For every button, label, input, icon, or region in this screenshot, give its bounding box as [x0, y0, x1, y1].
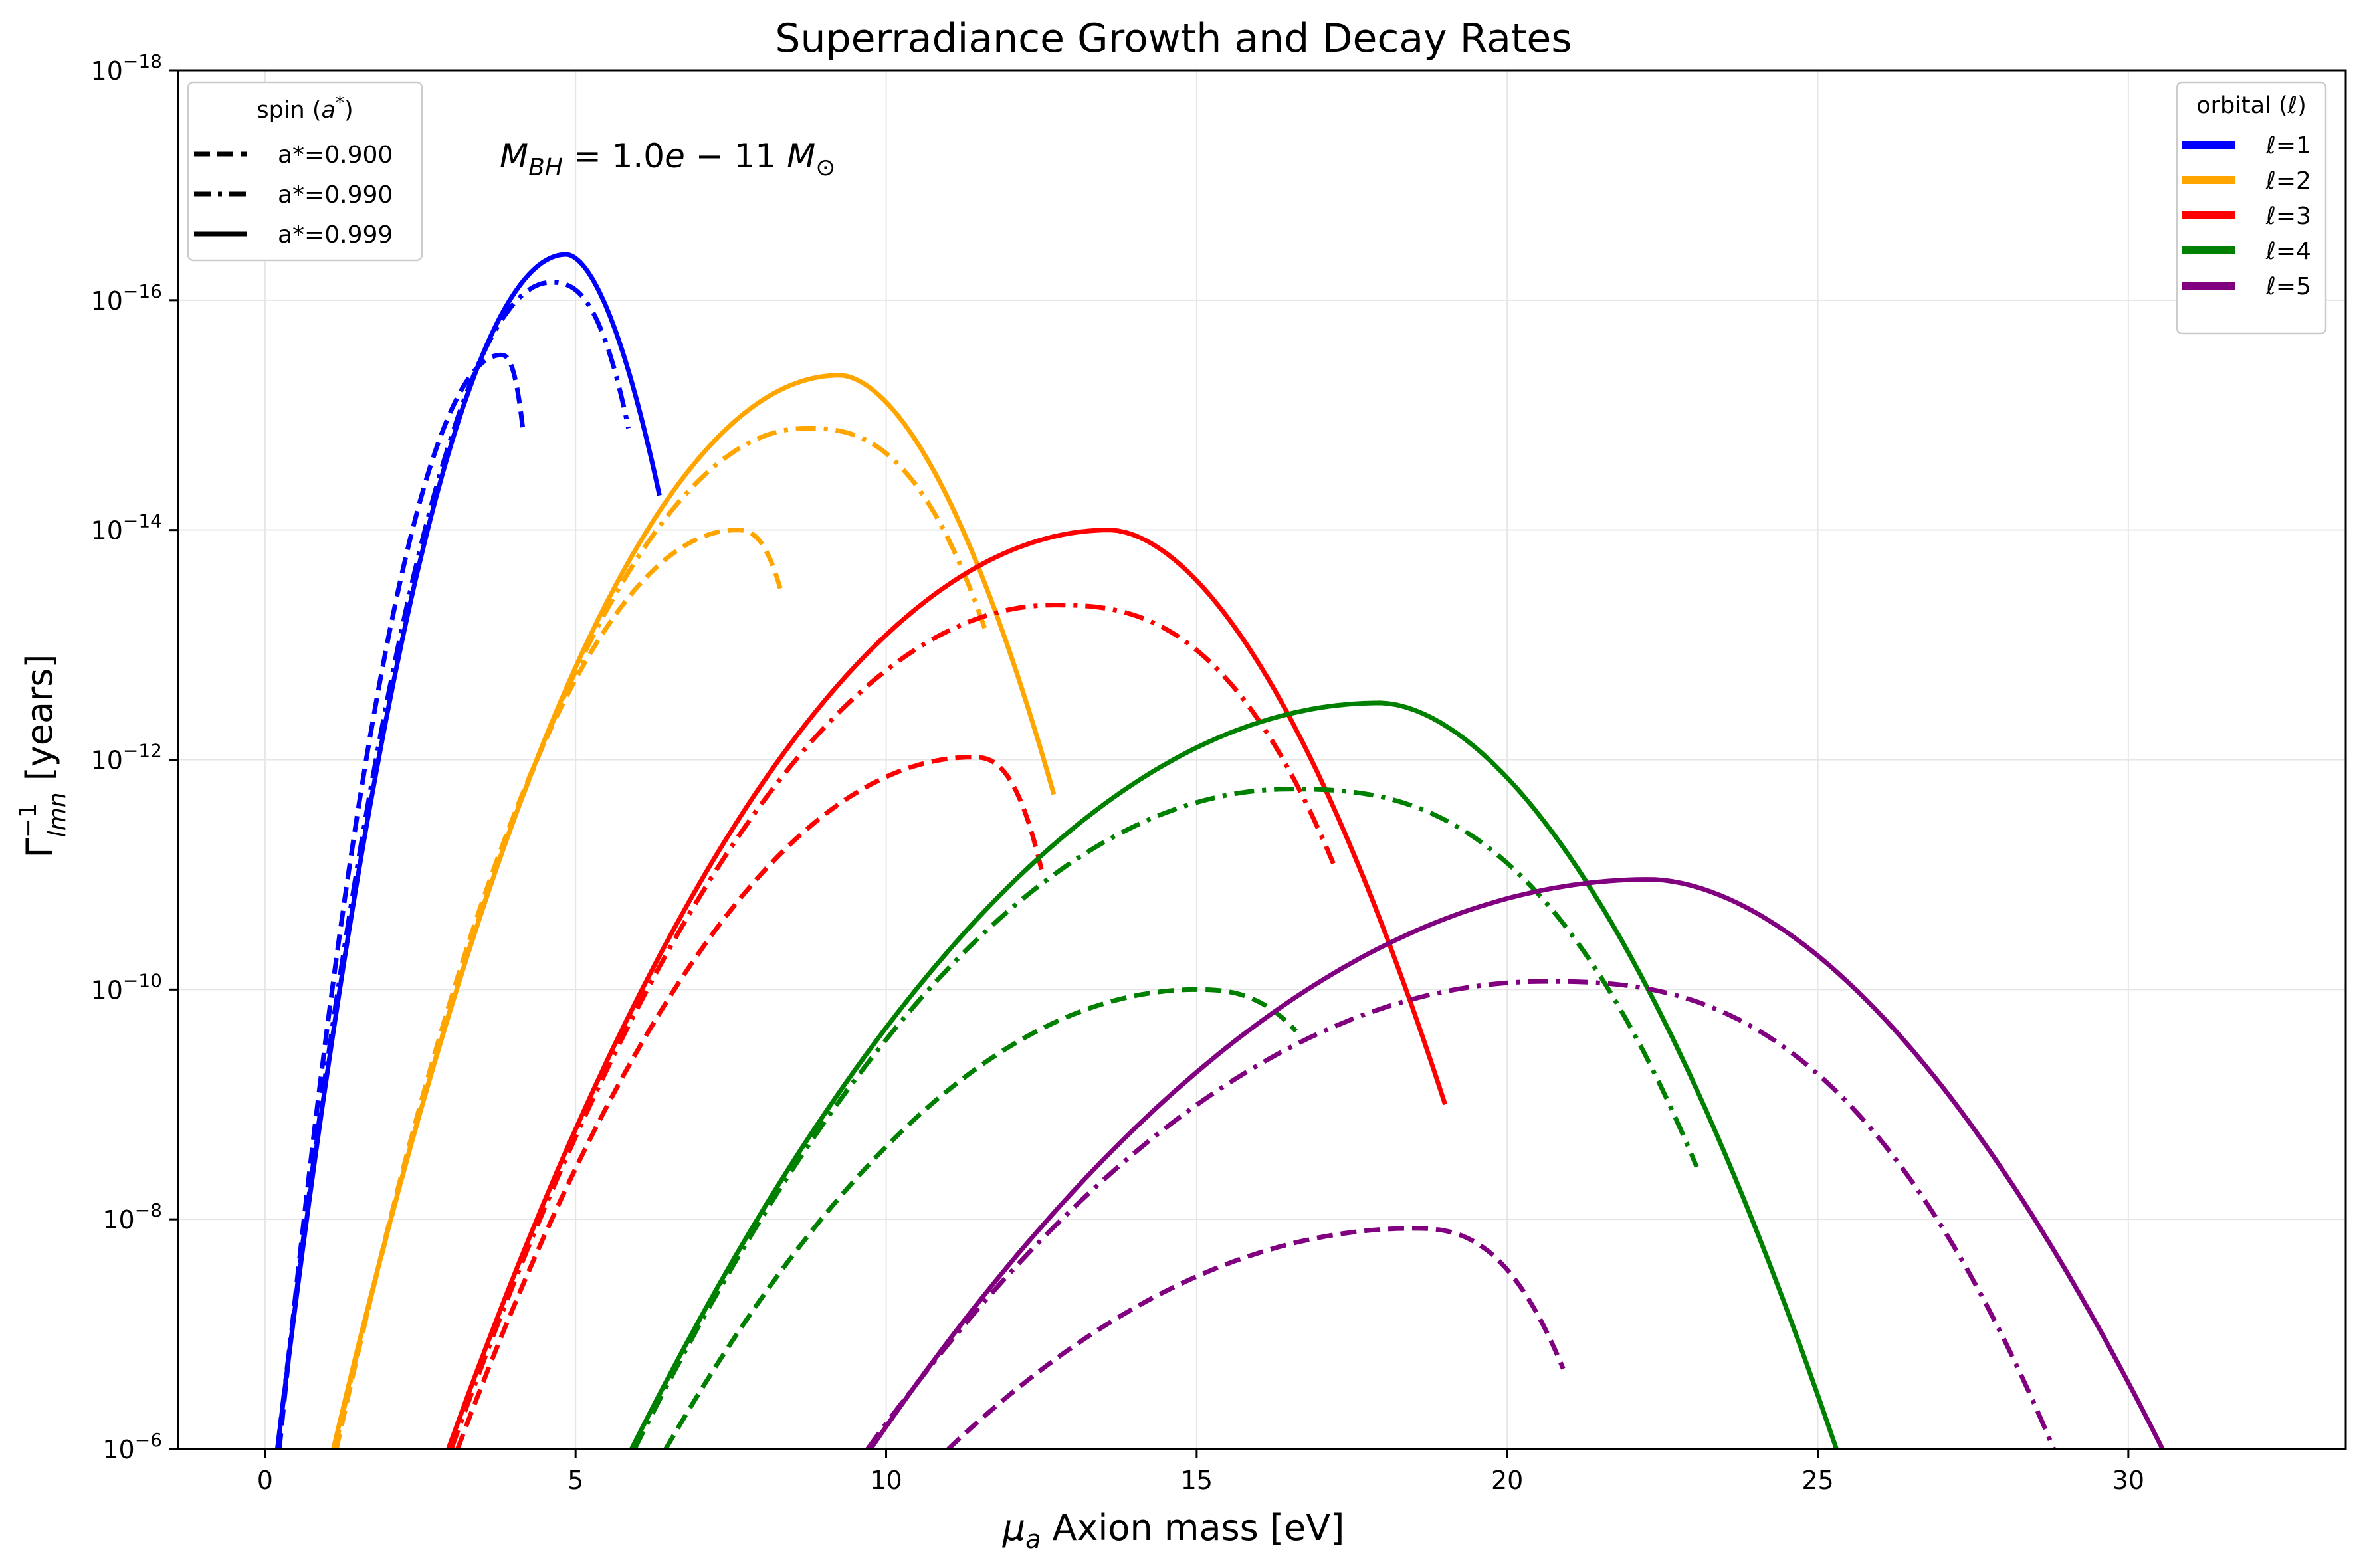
legend-spin: spin (a*) a*=0.900 a*=0.990 a*=0.999: [187, 81, 423, 262]
y-tick-label: 10−18: [91, 50, 162, 86]
y-tick-label: 10−8: [102, 1199, 162, 1234]
series-line-l4-dashed: [663, 987, 1298, 1450]
series-line-l3-solid: [446, 528, 1448, 1450]
x-tick-label: 30: [2112, 1466, 2144, 1495]
x-axis-label: μa Axion mass [eV]: [1002, 1507, 1345, 1554]
series-line-l3-dashdot: [449, 603, 1336, 1450]
legend-orbital-label: ℓ=4: [2265, 238, 2311, 265]
y-tick-label: 10−16: [91, 280, 162, 316]
legend-orbital-label: ℓ=3: [2265, 203, 2311, 230]
legend-orbital-label: ℓ=2: [2265, 167, 2311, 195]
y-tick-label: 10−14: [91, 510, 162, 545]
legend-orbital-title: orbital (ℓ): [2196, 92, 2307, 119]
legend-orbital-label: ℓ=5: [2265, 273, 2311, 300]
x-tick-label: 5: [567, 1466, 583, 1495]
y-axis-label: Γ−1lmn [years]: [15, 654, 71, 858]
x-tick-label: 20: [1491, 1466, 1523, 1495]
series-layer: [275, 252, 2165, 1451]
series-line-l5-dashed: [946, 1226, 1566, 1451]
series-line-l3-dashed: [455, 755, 1044, 1450]
mass-annotation: MBH = 1.0e − 11 M⊙: [500, 137, 835, 181]
x-tick-label: 15: [1181, 1466, 1213, 1495]
x-tick-label: 25: [1801, 1466, 1833, 1495]
series-line-l4-dashdot: [632, 787, 1699, 1450]
series-line-l5-dashdot: [865, 979, 2056, 1451]
y-tick-label: 10−10: [91, 969, 162, 1005]
x-tick-label: 10: [870, 1466, 902, 1495]
legend-spin-label: a*=0.999: [278, 221, 393, 248]
legend-spin-label: a*=0.900: [278, 142, 393, 169]
series-line-l4-solid: [629, 700, 1839, 1450]
series-line-l1-solid: [275, 252, 662, 1450]
series-line-l5-solid: [869, 877, 2165, 1450]
x-tick-label: 0: [257, 1466, 273, 1495]
tick-layer: 0 5 10 15 20 25 30 10−18 10−16 10−14 10−12 10−10 10−…: [91, 50, 2144, 1495]
chart-title: Superradiance Growth and Decay Rates: [775, 15, 1572, 62]
y-tick-label: 10−12: [91, 740, 162, 775]
series-line-l2-solid: [331, 373, 1057, 1450]
legend-spin-label: a*=0.990: [278, 181, 393, 209]
legend-spin-title: spin (a*): [257, 93, 353, 124]
legend-orbital: orbital (ℓ) ℓ=1 ℓ=2 ℓ=3 ℓ=4 ℓ=5: [2176, 81, 2327, 335]
legend-orbital-label: ℓ=1: [2265, 132, 2311, 159]
series-line-l1-dashed: [276, 352, 526, 1450]
y-tick-label: 10−6: [102, 1429, 162, 1464]
